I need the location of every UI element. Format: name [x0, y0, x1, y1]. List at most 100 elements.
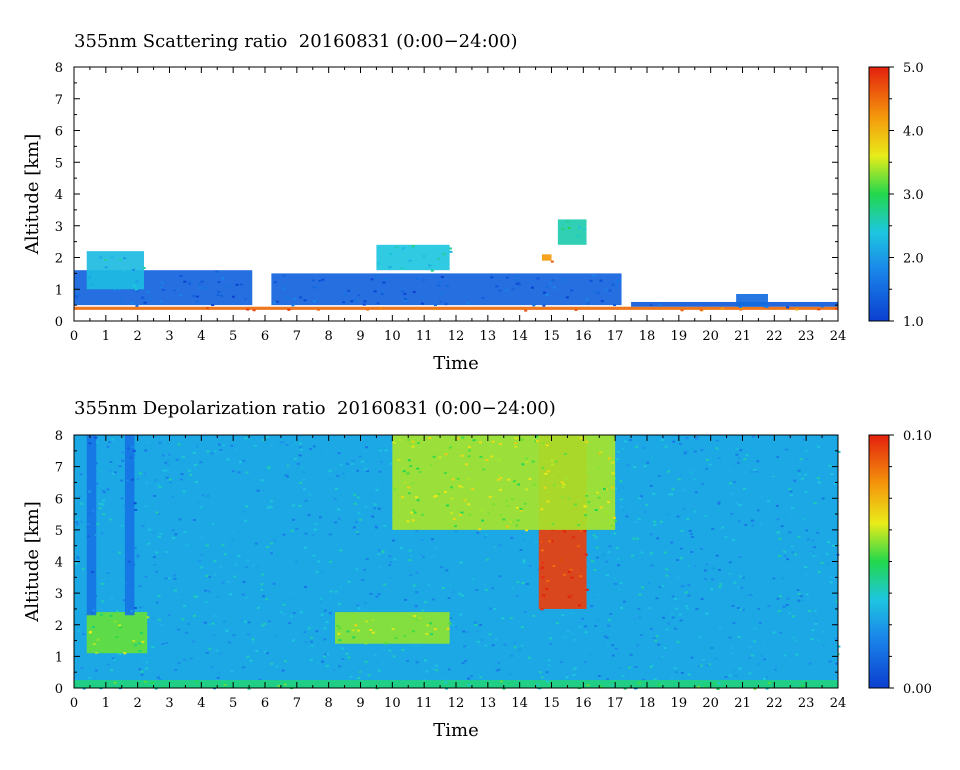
noise-cell	[689, 532, 693, 535]
noise-cell	[715, 439, 719, 442]
noise-cell	[107, 663, 111, 666]
data-cell	[273, 281, 277, 284]
noise-cell	[76, 447, 80, 450]
noise-cell	[489, 647, 493, 650]
noise-cell	[705, 602, 709, 605]
colorbar	[868, 66, 890, 322]
data-cell	[505, 525, 509, 528]
noise-cell	[162, 469, 166, 472]
noise-cell	[312, 445, 316, 448]
noise-cell	[98, 502, 102, 505]
noise-cell	[320, 571, 324, 574]
noise-cell	[763, 658, 767, 661]
data-cell	[817, 308, 821, 311]
data-cell	[597, 467, 601, 470]
data-cell	[460, 454, 464, 457]
noise-cell	[217, 671, 221, 674]
noise-cell	[230, 670, 234, 673]
data-cell	[559, 559, 563, 562]
data-cell	[514, 442, 518, 445]
noise-cell	[347, 656, 351, 659]
noise-cell	[637, 608, 641, 611]
noise-cell	[805, 593, 809, 596]
noise-cell	[652, 674, 656, 677]
noise-cell	[627, 666, 631, 669]
noise-cell	[680, 585, 684, 588]
noise-cell	[80, 520, 84, 523]
data-cell	[747, 304, 751, 307]
data-cell	[95, 482, 99, 485]
noise-cell	[152, 556, 156, 559]
y-tick-label: 7	[55, 93, 63, 108]
data-cell	[613, 519, 617, 522]
noise-cell	[686, 518, 690, 521]
data-cell	[195, 300, 199, 303]
noise-cell	[614, 647, 618, 650]
noise-cell	[821, 631, 825, 634]
noise-cell	[560, 661, 564, 664]
data-cell	[541, 466, 545, 469]
data-cell	[611, 283, 615, 286]
data-cell	[338, 639, 342, 642]
noise-cell	[493, 608, 497, 611]
noise-cell	[678, 442, 682, 445]
y-tick-label: 8	[55, 61, 63, 76]
noise-cell	[528, 656, 532, 659]
data-cell	[141, 640, 145, 643]
y-tick-label: 1	[55, 283, 63, 298]
data-cell	[576, 545, 580, 548]
noise-cell	[144, 449, 148, 452]
x-tick-label: 8	[325, 696, 333, 711]
data-cell	[140, 632, 144, 635]
data-cell	[227, 285, 231, 288]
noise-cell	[110, 550, 114, 553]
colorbar-tick-label: 4.0	[903, 125, 924, 140]
x-tick-label: 20	[702, 329, 719, 344]
data-cell	[541, 442, 545, 445]
data-cell	[586, 302, 590, 305]
noise-cell	[739, 608, 743, 611]
scattering-ratio-chart: 0 1 2 3 4 5 6 7 8 9 10 11 12 13 14 15 16 17 18 19 20 21 22 23 24…	[22, 61, 924, 374]
noise-cell	[262, 489, 266, 492]
data-cell	[132, 639, 136, 642]
noise-cell	[732, 670, 736, 673]
noise-cell	[242, 459, 246, 462]
data-cell	[393, 486, 397, 489]
data-cell	[420, 302, 424, 305]
noise-cell	[684, 450, 688, 453]
x-tick-label: 3	[165, 696, 173, 711]
noise-cell	[802, 517, 806, 520]
noise-cell	[409, 574, 413, 577]
data-cell	[142, 267, 146, 270]
noise-cell	[736, 607, 740, 610]
noise-cell	[300, 467, 304, 470]
noise-cell	[205, 575, 209, 578]
data-cell	[321, 278, 325, 281]
x-tick-label: 4	[197, 329, 205, 344]
data-cell	[535, 683, 539, 686]
data-cell	[579, 437, 583, 440]
noise-cell	[563, 636, 567, 639]
data-cell	[126, 447, 130, 450]
noise-cell	[611, 654, 615, 657]
noise-cell	[233, 485, 237, 488]
noise-cell	[329, 590, 333, 593]
noise-cell	[785, 603, 789, 606]
noise-cell	[459, 613, 463, 616]
noise-cell	[349, 675, 353, 678]
noise-cell	[135, 556, 139, 559]
noise-cell	[260, 583, 264, 586]
noise-cell	[447, 596, 451, 599]
noise-cell	[208, 647, 212, 650]
noise-cell	[118, 467, 122, 470]
noise-cell	[615, 547, 619, 550]
noise-cell	[288, 464, 292, 467]
noise-cell	[192, 451, 196, 454]
noise-cell	[157, 594, 161, 597]
noise-cell	[581, 617, 585, 620]
noise-cell	[204, 589, 208, 592]
noise-cell	[556, 647, 560, 650]
noise-cell	[724, 676, 728, 679]
noise-cell	[692, 468, 696, 471]
noise-cell	[353, 493, 357, 496]
